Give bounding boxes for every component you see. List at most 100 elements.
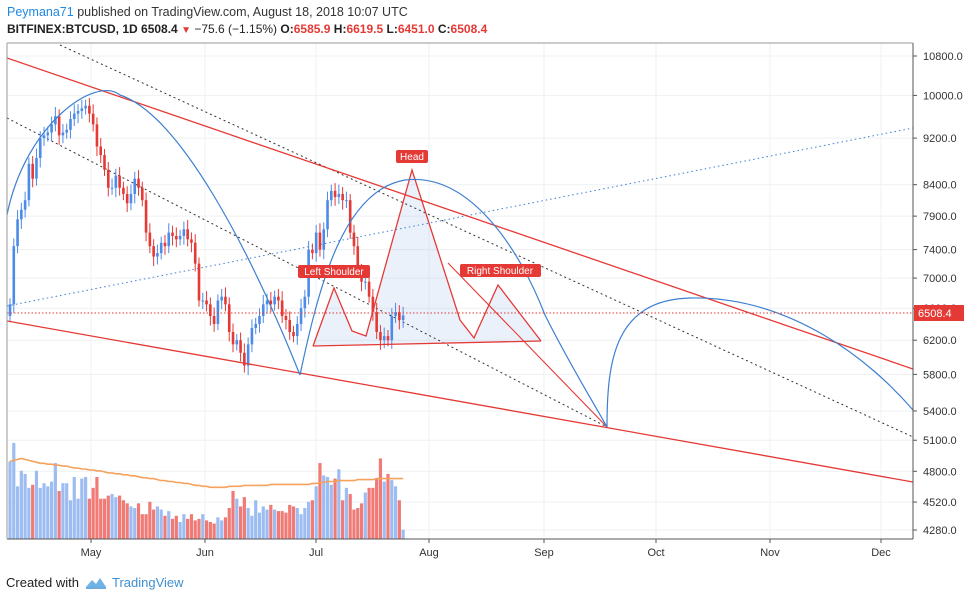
candle-body: [20, 209, 23, 220]
volume-bar: [12, 442, 16, 539]
pattern-fill: [313, 170, 541, 346]
author-link[interactable]: Peymana71: [7, 5, 74, 19]
candle-body: [141, 187, 144, 201]
candle-body: [178, 235, 182, 240]
symbol-name[interactable]: BITFINEX:BTCUSD, 1D: [7, 22, 138, 36]
volume-bar: [201, 514, 205, 539]
price-tick-label: 9200.0: [923, 133, 957, 145]
right-shoulder-label: Right Shoulder: [467, 266, 534, 277]
volume-bar: [102, 498, 107, 539]
candle-body: [54, 116, 57, 125]
candle-body: [292, 332, 295, 337]
candle-body: [197, 263, 201, 301]
candle-body: [27, 163, 31, 201]
candle-body: [345, 200, 348, 202]
left-shoulder-label-box: [298, 265, 370, 278]
volume-bar: [269, 504, 273, 539]
current-price-badge: [914, 305, 964, 321]
candle-body: [333, 190, 337, 198]
candle-body: [284, 316, 288, 320]
candle-body: [152, 246, 155, 257]
candle-body: [326, 200, 329, 230]
candle-body: [129, 193, 133, 204]
candle-body: [311, 249, 314, 254]
volume-bar: [121, 500, 125, 539]
time-tick-label: Aug: [419, 547, 439, 559]
candle-body: [156, 253, 159, 257]
arc-3: [606, 297, 913, 428]
volume-bar: [303, 508, 307, 539]
high-value: 6619.5: [346, 22, 384, 36]
tradingview-brand[interactable]: TradingView: [85, 575, 184, 590]
volume-bar: [72, 477, 76, 539]
symbol-line: BITFINEX:BTCUSD, 1D 6508.4 ▼ −75.6 (−1.1…: [7, 21, 907, 39]
volume-bar: [155, 506, 160, 539]
volume-bar: [341, 500, 345, 539]
volume-bar: [46, 486, 50, 539]
volume-bar: [95, 477, 99, 539]
volume-bar: [106, 495, 110, 539]
price-tick-label: 10800.0: [923, 51, 963, 63]
low-label: L:: [386, 22, 398, 36]
candle-body: [88, 105, 91, 114]
candle-body: [367, 281, 371, 297]
volume-bar: [182, 514, 186, 539]
candle-body: [220, 296, 223, 301]
volume-bar: [307, 501, 311, 539]
candle-body: [337, 193, 341, 198]
candle-body: [137, 178, 140, 188]
volume-bar: [129, 506, 133, 539]
candle-body: [382, 336, 386, 341]
volume-bar: [363, 492, 367, 539]
time-tick-label: Jun: [196, 547, 214, 559]
candle-body: [167, 232, 171, 247]
price-tick-label: 6200.0: [923, 335, 957, 347]
time-tick-label: Nov: [760, 547, 780, 559]
volume-bar: [227, 508, 231, 539]
volume-bar: [140, 514, 144, 539]
time-tick-label: Jul: [309, 547, 323, 559]
candle-body: [190, 239, 193, 243]
volume-bar: [49, 481, 54, 539]
candle-body: [243, 352, 246, 366]
candle-body: [398, 312, 401, 320]
candle-body: [269, 300, 273, 305]
volume-bar: [322, 475, 326, 539]
candle-body: [193, 242, 197, 264]
volume-bar: [261, 506, 265, 539]
candle-body: [322, 229, 326, 250]
volume-bar: [359, 503, 364, 539]
candle-body: [371, 296, 375, 313]
tradingview-brand-text: TradingView: [111, 575, 184, 590]
created-with-text: Created with: [6, 575, 79, 590]
volume-bar: [254, 500, 258, 539]
footer: Created with TradingView: [6, 575, 184, 590]
volume-bar: [265, 509, 269, 539]
candle-body: [258, 316, 261, 324]
candle-body: [125, 193, 129, 204]
candle-body: [171, 232, 174, 236]
volume-bar: [186, 518, 190, 539]
volume-bar: [212, 523, 216, 539]
candle-body: [318, 232, 322, 250]
candle-body: [295, 323, 299, 337]
price-axis-labels: 10800.0 10000.0 9200.0 8400.0 7900.0 7400.0 70…: [913, 51, 963, 537]
current-price-label: 6508.4: [918, 308, 952, 320]
candles: [8, 98, 405, 376]
candle-body: [235, 340, 239, 345]
volume-bar: [333, 478, 337, 539]
volume-bar: [378, 458, 383, 539]
candle-body: [175, 235, 178, 240]
price-tick-label: 4280.0: [923, 525, 957, 537]
volume-bar: [163, 515, 167, 539]
volume-bar: [174, 515, 178, 539]
lower-trendline: [7, 320, 913, 483]
volume-bars: [8, 442, 405, 539]
close-value: 6508.4: [450, 22, 488, 36]
candle-body: [394, 312, 397, 317]
candle-body: [133, 178, 137, 194]
head-shoulders-outline: [312, 167, 542, 347]
candle-body: [35, 157, 38, 179]
volume-bar: [125, 503, 129, 539]
